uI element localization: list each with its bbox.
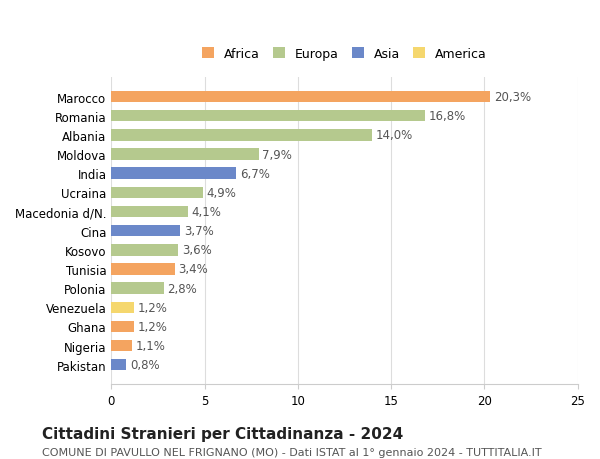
Bar	[112, 263, 175, 275]
Text: 0,8%: 0,8%	[130, 358, 160, 371]
Bar	[112, 340, 132, 352]
Text: 1,2%: 1,2%	[137, 301, 167, 314]
Text: 4,1%: 4,1%	[191, 206, 221, 218]
Text: Cittadini Stranieri per Cittadinanza - 2024: Cittadini Stranieri per Cittadinanza - 2…	[42, 425, 403, 441]
Text: 3,4%: 3,4%	[178, 263, 208, 276]
Text: 3,6%: 3,6%	[182, 244, 212, 257]
Bar	[112, 245, 178, 256]
Bar	[112, 206, 188, 218]
Bar	[112, 225, 181, 237]
Text: 1,1%: 1,1%	[136, 339, 166, 353]
Bar	[112, 359, 126, 371]
Bar	[112, 168, 236, 179]
Text: 7,9%: 7,9%	[262, 148, 292, 161]
Text: 16,8%: 16,8%	[428, 110, 466, 123]
Bar	[112, 302, 134, 313]
Text: 20,3%: 20,3%	[494, 91, 531, 104]
Bar	[112, 111, 425, 122]
Text: 6,7%: 6,7%	[240, 167, 270, 180]
Legend: Africa, Europa, Asia, America: Africa, Europa, Asia, America	[198, 44, 491, 64]
Text: 1,2%: 1,2%	[137, 320, 167, 333]
Bar	[112, 283, 164, 294]
Text: 14,0%: 14,0%	[376, 129, 413, 142]
Bar	[112, 321, 134, 332]
Text: COMUNE DI PAVULLO NEL FRIGNANO (MO) - Dati ISTAT al 1° gennaio 2024 - TUTTITALIA: COMUNE DI PAVULLO NEL FRIGNANO (MO) - Da…	[42, 447, 542, 457]
Text: 4,9%: 4,9%	[206, 186, 236, 199]
Text: 2,8%: 2,8%	[167, 282, 197, 295]
Bar	[112, 92, 490, 103]
Bar	[112, 149, 259, 160]
Bar	[112, 187, 203, 199]
Text: 3,7%: 3,7%	[184, 224, 214, 238]
Bar	[112, 130, 373, 141]
